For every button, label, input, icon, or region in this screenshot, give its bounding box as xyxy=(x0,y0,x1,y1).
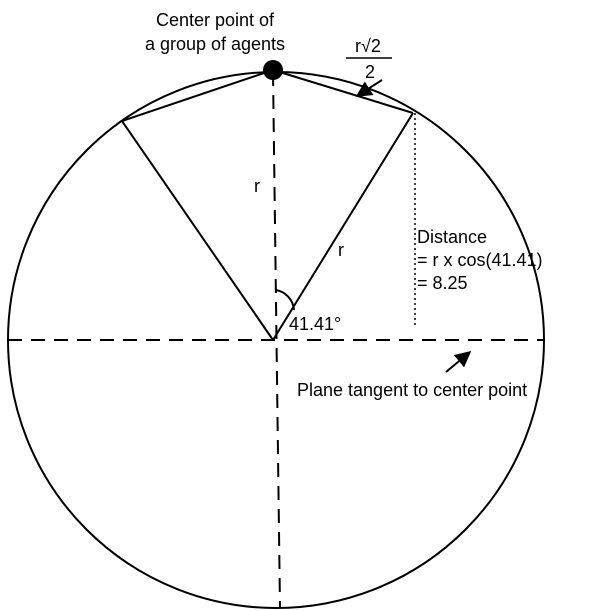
distance-label: Distance xyxy=(417,227,487,247)
distance-label: = 8.25 xyxy=(417,273,468,293)
chord-denominator: 2 xyxy=(365,62,375,82)
radius-left xyxy=(121,120,274,341)
chord-right xyxy=(272,69,414,114)
vertical-axis xyxy=(272,71,281,609)
center-label: Center point of xyxy=(156,10,275,30)
plane-label: Plane tangent to center point xyxy=(297,380,527,400)
chord-arrow xyxy=(355,79,383,97)
center-label: a group of agents xyxy=(145,34,285,54)
angle-label: 41.41° xyxy=(289,314,341,334)
distance-label: = r x cos(41.41) xyxy=(417,250,543,270)
radius-label: r xyxy=(254,176,260,196)
angle-arc xyxy=(275,289,295,311)
plane-arrow xyxy=(445,350,472,373)
radius-right xyxy=(272,112,414,341)
chord-numerator: r√2 xyxy=(355,36,381,56)
radius-label: r xyxy=(338,240,344,260)
chord-left xyxy=(121,69,274,122)
center-point xyxy=(263,60,283,80)
